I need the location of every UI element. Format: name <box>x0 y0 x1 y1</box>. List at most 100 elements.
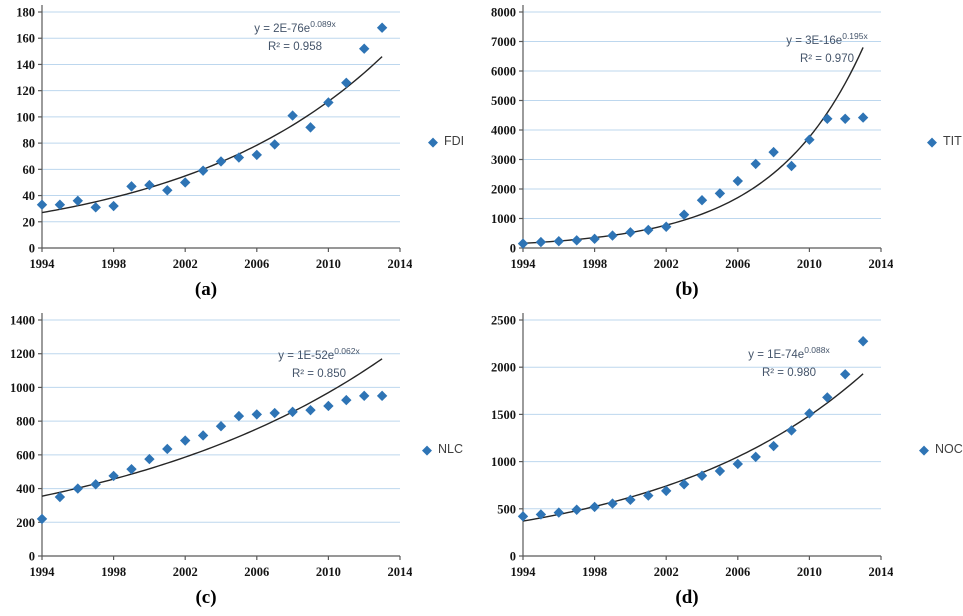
data-point <box>251 409 262 420</box>
data-point <box>840 113 851 124</box>
chart-panel-d: 0 500 1000 1500 2000 2500 1994 1998 2002 2006 2010… <box>481 308 963 616</box>
legend-diamond-icon: ◆ <box>428 133 438 149</box>
x-tick-label: 1994 <box>511 257 537 271</box>
y-tick-label: 4000 <box>491 124 516 138</box>
y-tick-label: 1000 <box>10 381 35 395</box>
chart-canvas-d: 0 500 1000 1500 2000 2500 1994 1998 2002 2006 2010… <box>491 313 893 579</box>
trendline-equation-b: y = 3E-16e0.195x R² = 0.970 <box>786 30 867 68</box>
trendline-curve <box>522 373 864 522</box>
data-point <box>822 392 833 403</box>
data-point <box>359 390 370 402</box>
equation-line: y = 1E-74e0.088x <box>748 344 829 365</box>
data-point <box>750 451 761 463</box>
legend-diamond-icon: ◆ <box>422 441 432 457</box>
data-point <box>376 390 388 402</box>
data-point <box>857 112 869 123</box>
data-point <box>840 369 851 380</box>
data-point <box>643 224 654 236</box>
y-tick-label: 180 <box>16 6 35 20</box>
data-point <box>804 408 815 419</box>
trendline-equation-c: y = 1E-52e0.062x R² = 0.850 <box>278 345 359 383</box>
chart-panel-b: 0 1000 2000 3000 4000 5000 6000 7000 8000 1994 199… <box>481 0 963 308</box>
y-tick-label: 7000 <box>491 35 516 49</box>
data-point <box>571 235 582 246</box>
r-squared-text: R² = 0.850 <box>291 367 347 380</box>
data-point <box>269 407 280 419</box>
equation-text: y = 2E-76e <box>254 22 311 35</box>
legend-diamond-icon: ◆ <box>919 441 929 457</box>
r-squared-text: R² = 0.970 <box>799 52 855 65</box>
x-tick-label: 1998 <box>101 565 126 579</box>
data-point <box>607 498 618 509</box>
data-point <box>72 195 83 206</box>
y-tick-label: 2500 <box>491 314 516 328</box>
x-tick-label: 2010 <box>316 257 341 271</box>
x-tick-label: 2010 <box>797 565 822 579</box>
y-tick-label: 2000 <box>491 183 516 197</box>
x-tick-label: 1994 <box>511 565 537 579</box>
data-point <box>376 22 388 33</box>
data-point <box>287 110 298 121</box>
y-tick-label: 20 <box>23 215 36 229</box>
data-point <box>215 156 227 167</box>
x-tick-label: 2002 <box>654 257 679 271</box>
equation-text: y = 1E-74e <box>748 348 805 361</box>
data-point <box>54 491 66 503</box>
data-point <box>768 440 779 452</box>
data-point <box>323 400 334 412</box>
data-point <box>517 511 529 522</box>
legend-label: TIT <box>943 134 962 148</box>
legend-a: ◆ FDI <box>428 134 464 148</box>
y-tick-label: 1000 <box>491 455 516 469</box>
data-point <box>786 425 797 436</box>
legend-label: FDI <box>444 134 465 148</box>
data-point <box>90 202 101 213</box>
y-tick-label: 6000 <box>491 65 516 79</box>
data-point <box>643 490 654 501</box>
x-tick-label: 2006 <box>244 257 269 271</box>
y-tick-label: 400 <box>16 482 35 496</box>
data-point <box>180 177 191 188</box>
trendline-equation-d: y = 1E-74e0.088x R² = 0.980 <box>748 344 829 382</box>
legend-label: NOC <box>935 442 963 456</box>
x-tick-label: 2014 <box>388 257 413 271</box>
data-point <box>714 188 726 199</box>
equation-text: y = 3E-16e <box>786 34 843 47</box>
data-point <box>305 122 316 133</box>
data-point <box>589 233 600 245</box>
panel-letter-label-d: (d) <box>675 587 699 608</box>
data-point <box>233 152 245 163</box>
data-point <box>126 181 137 192</box>
trendline-equation-a: y = 2E-76e0.089x R² = 0.958 <box>254 18 335 56</box>
y-tick-label: 8000 <box>491 6 516 20</box>
data-point <box>786 160 797 172</box>
data-point <box>696 470 708 481</box>
x-tick-label: 1998 <box>582 565 607 579</box>
data-point <box>251 149 262 161</box>
x-tick-label: 2002 <box>173 257 198 271</box>
x-tick-label: 2010 <box>316 565 341 579</box>
data-point <box>804 134 815 145</box>
y-tick-label: 140 <box>16 58 35 72</box>
data-point <box>108 470 119 482</box>
data-point <box>822 113 833 124</box>
equation-exponent: 0.062x <box>334 346 360 356</box>
data-point <box>90 479 101 490</box>
r-squared-text: R² = 0.980 <box>761 366 817 379</box>
data-point <box>144 453 155 465</box>
x-tick-label: 2002 <box>173 565 198 579</box>
data-point <box>625 227 636 238</box>
chart-canvas-c: 0 200 400 600 800 1000 1200 1400 1994 1998 2002 200… <box>10 313 412 579</box>
data-point <box>857 336 869 347</box>
equation-line: y = 3E-16e0.195x <box>786 30 867 51</box>
equation-exponent: 0.195x <box>842 31 868 41</box>
legend-c: ◆ NLC <box>422 442 463 456</box>
equation-exponent: 0.089x <box>310 19 336 29</box>
data-point <box>162 443 173 455</box>
data-point <box>571 504 582 515</box>
panel-letter-label-b: (b) <box>675 279 699 300</box>
y-tick-label: 500 <box>497 502 516 516</box>
x-tick-label: 2006 <box>244 565 269 579</box>
legend-diamond-icon: ◆ <box>927 133 937 149</box>
